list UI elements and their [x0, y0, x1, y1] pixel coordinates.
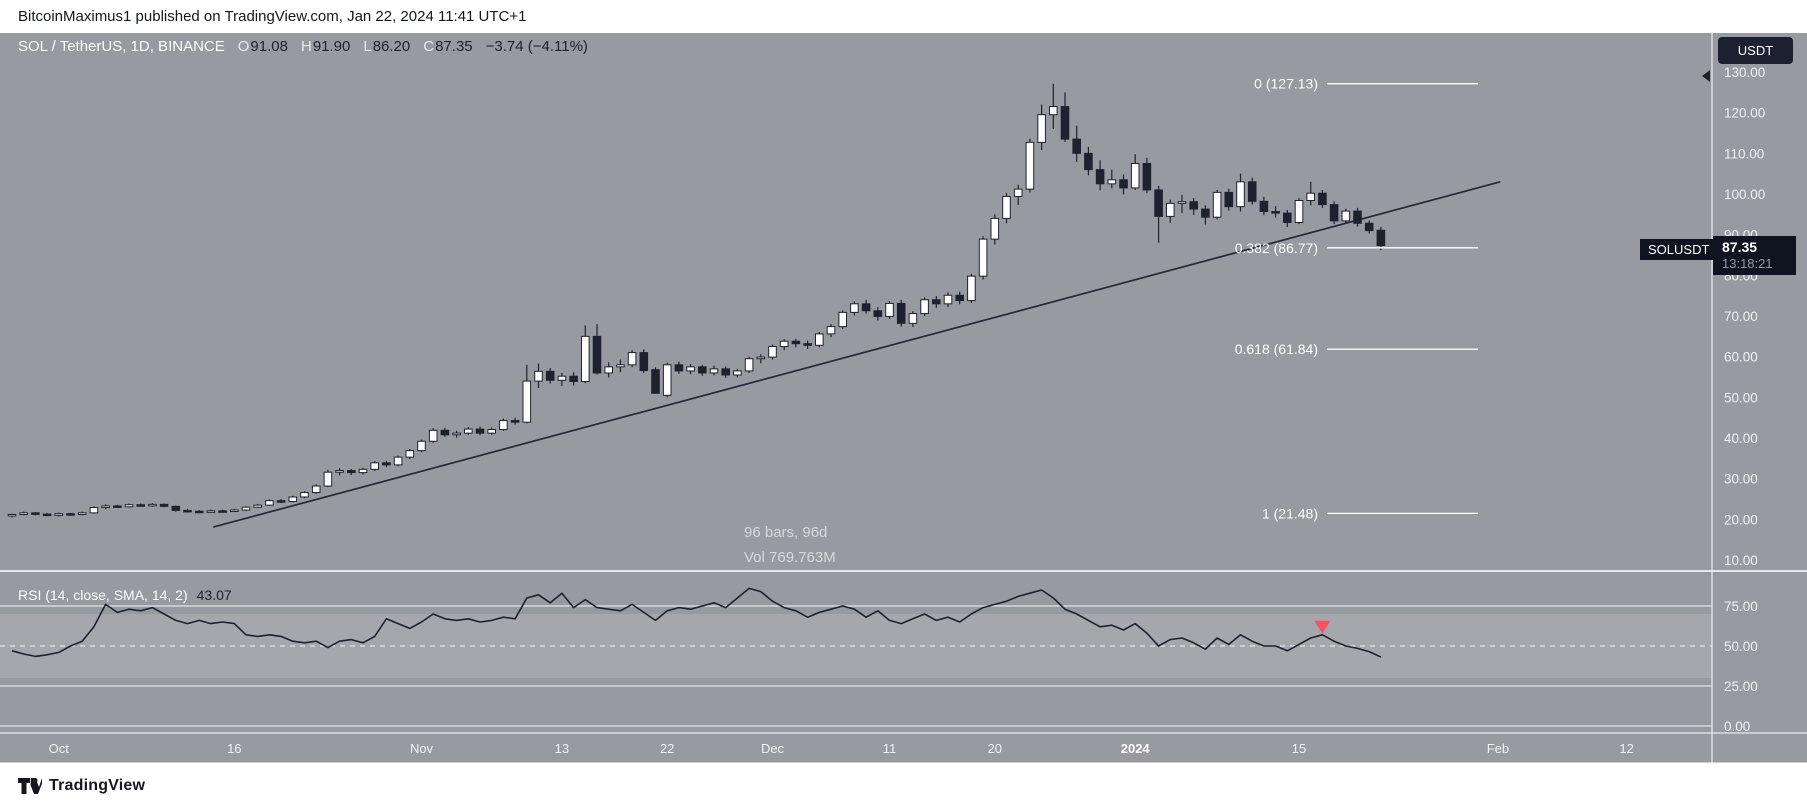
price-scale-arrow-icon [1702, 70, 1710, 82]
rsi-legend: RSI (14, close, SMA, 14, 2) 43.07 [18, 587, 232, 603]
rsi-line [11, 587, 1382, 658]
trendline[interactable] [213, 180, 1501, 528]
time-tick-label: Nov [410, 741, 434, 756]
fib-retracement[interactable]: 0 (127.13) 0.382 (86.77) 0.618 (61.84) 1 (2… [1235, 76, 1478, 522]
price-tick-label: 110.00 [1724, 146, 1764, 161]
candles-series[interactable] [7, 83, 1386, 518]
time-tick-label: 16 [227, 741, 241, 756]
time-tick-label: 2024 [1121, 741, 1151, 756]
chart-background[interactable] [0, 33, 1807, 763]
rsi-label[interactable]: RSI (14, close, SMA, 14, 2) [18, 587, 188, 603]
symbol-legend: SOL / TetherUS, 1D, BINANCE O91.08 H91.9… [18, 38, 588, 55]
time-tick-label: 12 [1619, 741, 1633, 756]
range-bars-text: 96 bars, 96d [744, 524, 828, 541]
footer-bar: TradingView [0, 763, 1807, 809]
range-measure-info: 96 bars, 96d Vol 769.763M [744, 520, 836, 570]
publish-banner-text: BitcoinMaximus1 published on TradingView… [18, 8, 527, 25]
fib-level-label: 0.618 (61.84) [1235, 341, 1318, 357]
rsi-tick-label: 75.00 [1724, 599, 1758, 614]
rsi-tick-label: 25.00 [1724, 679, 1758, 694]
ohlc-close: C87.35 [423, 38, 473, 55]
change-value: −3.74 (−4.11%) [485, 38, 588, 55]
price-axis[interactable]: 130.00120.00110.00100.0090.0080.0070.006… [1702, 65, 1765, 568]
price-tick-label: 130.00 [1724, 65, 1765, 80]
price-tick-label: 20.00 [1724, 512, 1758, 527]
symbol-price-tag: SOLUSDT [1640, 239, 1718, 260]
time-tick-label: Oct [49, 741, 70, 756]
time-tick-label: 22 [660, 741, 674, 756]
tradingview-logo-icon[interactable] [18, 776, 42, 796]
rsi-tick-label: 50.00 [1724, 639, 1758, 654]
time-tick-label: Dec [761, 741, 785, 756]
last-price-label: 87.35 13:18:21 [1713, 236, 1796, 275]
time-tick-label: 11 [883, 741, 897, 756]
time-tick-label: 15 [1292, 741, 1306, 756]
rsi-tick-label: 0.00 [1724, 719, 1750, 734]
time-tick-label: Feb [1487, 741, 1509, 756]
price-tick-label: 70.00 [1724, 309, 1758, 324]
currency-toggle-button[interactable]: USDT [1718, 37, 1793, 64]
ohlc-low: L86.20 [363, 38, 411, 55]
last-price-value: 87.35 [1722, 239, 1758, 255]
time-axis[interactable]: Oct 16 Nov 13 22 Dec 11 20 2024 15 Feb 12 [49, 741, 1634, 756]
price-tick-label: 60.00 [1724, 350, 1758, 365]
price-tick-label: 50.00 [1724, 390, 1758, 405]
rsi-value: 43.07 [196, 587, 232, 603]
rsi-level-lines [0, 605, 1712, 727]
rsi-signal-marker-icon[interactable] [1314, 620, 1331, 634]
time-tick-label: 20 [988, 741, 1002, 756]
price-tick-label: 120.00 [1724, 106, 1765, 121]
price-tick-label: 40.00 [1724, 431, 1758, 446]
fib-level-label: 0.382 (86.77) [1235, 240, 1318, 256]
price-tick-label: 100.00 [1724, 187, 1765, 202]
ohlc-high: H91.90 [300, 38, 351, 55]
rsi-band [0, 614, 1712, 678]
fib-level-label: 0 (127.13) [1254, 76, 1318, 92]
bar-countdown: 13:18:21 [1722, 256, 1773, 271]
publish-banner: BitcoinMaximus1 published on TradingView… [0, 0, 1807, 33]
rsi-axis[interactable]: 75.00 50.00 25.00 0.00 [1724, 599, 1758, 734]
time-tick-label: 13 [555, 741, 569, 756]
price-tick-label: 10.00 [1724, 553, 1758, 568]
ohlc-open: O91.08 [237, 38, 288, 55]
fib-level-label: 1 (21.48) [1262, 505, 1318, 521]
tradingview-brand[interactable]: TradingView [49, 777, 146, 794]
range-volume-text: Vol 769.763M [744, 549, 836, 566]
price-tick-label: 30.00 [1724, 472, 1758, 487]
symbol-title[interactable]: SOL / TetherUS, 1D, BINANCE [18, 38, 225, 55]
